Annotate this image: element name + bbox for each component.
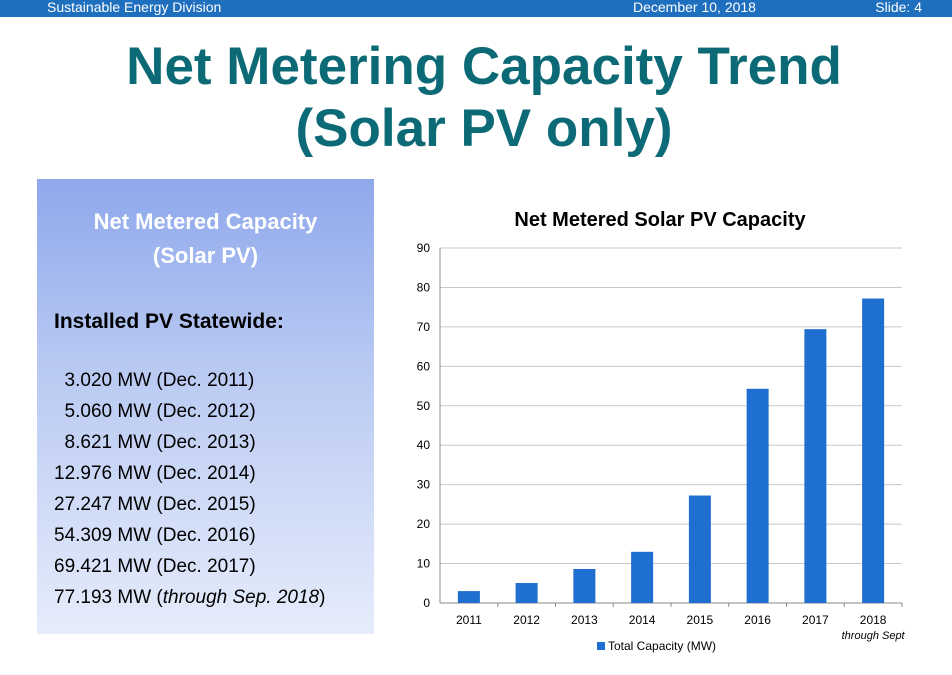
capacity-panel: Net Metered Capacity (Solar PV) Installe… (37, 179, 374, 634)
x-tick-label: 2012 (513, 613, 540, 627)
list-item: 3.020 MW (Dec. 2011) (54, 365, 325, 396)
y-tick-label: 20 (417, 517, 431, 531)
bar-2011 (457, 591, 480, 603)
date-label: December 10, 2018 (633, 0, 756, 15)
panel-title-line1: Net Metered Capacity (93, 209, 318, 234)
list-item-note: through Sep. 2018 (162, 587, 320, 608)
slide-title-line1: Net Metering Capacity Trend (126, 37, 842, 96)
bar-2016 (746, 388, 769, 603)
y-tick-label: 90 (417, 241, 431, 255)
panel-title-line2: (Solar PV) (152, 243, 259, 268)
list-item-text: 27.247 MW (Dec. 2015) (54, 494, 256, 515)
y-tick-label: 50 (417, 399, 431, 413)
x-tick-label: 2013 (571, 613, 598, 627)
legend: Total Capacity (MW) (597, 639, 716, 653)
bar-2014 (631, 551, 654, 603)
y-tick-label: 70 (417, 320, 431, 334)
x-tick-label: 2016 (744, 613, 771, 627)
y-tick-label: 80 (417, 280, 431, 294)
capacity-list: 3.020 MW (Dec. 2011) 5.060 MW (Dec. 2012… (54, 365, 325, 613)
list-item: 5.060 MW (Dec. 2012) (54, 396, 325, 427)
list-item: 8.621 MW (Dec. 2013) (54, 427, 325, 458)
bar-2018 (862, 298, 885, 603)
y-tick-label: 10 (417, 557, 431, 571)
slide-title-line2: (Solar PV only) (295, 99, 673, 158)
list-item-suffix: ) (319, 587, 326, 608)
x-tick-label: 2014 (629, 613, 656, 627)
x-tick-label: 2018 (860, 613, 887, 627)
capacity-chart: Net Metered Solar PV Capacity 0 10 20 30 40 5… (390, 195, 952, 665)
legend-swatch (597, 642, 605, 650)
bar-2015 (688, 495, 711, 603)
list-item: 12.976 MW (Dec. 2014) (54, 458, 325, 489)
x-tick-note: through Sept (842, 630, 906, 642)
bar-2017 (804, 329, 827, 603)
bar-chart-svg: Net Metered Solar PV Capacity 0 10 20 30 40 5… (417, 209, 906, 653)
x-tick-label: 2017 (802, 613, 829, 627)
bar-2012 (515, 583, 538, 603)
y-axis-ticks: 0 10 20 30 40 50 60 70 80 90 (417, 241, 431, 610)
list-item-text: 5.060 MW (Dec. 2012) (54, 401, 256, 422)
legend-label: Total Capacity (MW) (608, 639, 716, 653)
slide-header-bar: Sustainable Energy Division December 10,… (0, 0, 952, 17)
slide-title: Net Metering Capacity Trend (Solar PV on… (0, 36, 952, 160)
y-tick-label: 40 (417, 438, 431, 452)
list-item-text: 54.309 MW (Dec. 2016) (54, 525, 256, 546)
list-item: 54.309 MW (Dec. 2016) (54, 520, 325, 551)
y-tick-label: 60 (417, 359, 431, 373)
x-axis-ticks: 2011 2012 2013 2014 2015 2016 2017 2018 through … (456, 603, 906, 642)
list-item: 69.421 MW (Dec. 2017) (54, 551, 325, 582)
list-item-text: 8.621 MW (Dec. 2013) (54, 432, 256, 453)
y-tick-label: 30 (417, 478, 431, 492)
x-tick-label: 2015 (687, 613, 714, 627)
panel-title: Net Metered Capacity (Solar PV) (37, 205, 374, 273)
list-item: 27.247 MW (Dec. 2015) (54, 489, 325, 520)
list-item-text: 12.976 MW (Dec. 2014) (54, 463, 256, 484)
chart-title: Net Metered Solar PV Capacity (514, 209, 806, 231)
x-tick-label: 2011 (456, 613, 482, 627)
y-tick-label: 0 (423, 596, 430, 610)
division-label: Sustainable Energy Division (47, 0, 222, 15)
list-item-text: 3.020 MW (Dec. 2011) (54, 370, 255, 391)
bar-2013 (573, 568, 596, 603)
list-item: 77.193 MW (through Sep. 2018) (54, 582, 325, 613)
bars (457, 298, 885, 603)
list-item-text: 77.193 MW ( (54, 587, 163, 608)
slide-number: Slide: 4 (875, 0, 922, 15)
gridlines (439, 247, 902, 604)
list-item-text: 69.421 MW (Dec. 2017) (54, 556, 256, 577)
installed-heading: Installed PV Statewide: (54, 310, 284, 333)
